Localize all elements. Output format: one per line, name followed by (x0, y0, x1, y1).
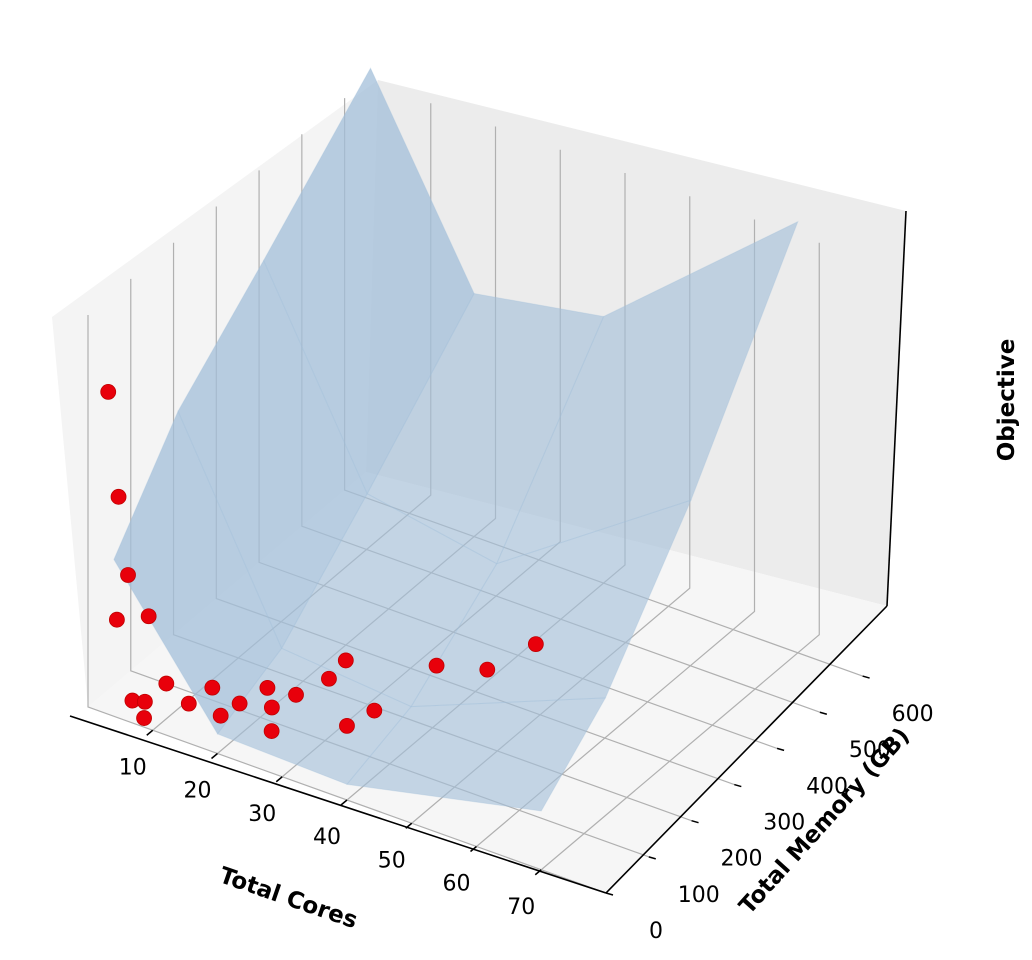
x-tick-label: 30 (248, 802, 276, 827)
x-tick-mark (340, 799, 348, 806)
scatter-point (288, 686, 304, 703)
scatter-point (527, 636, 544, 653)
z-axis-title: Objective (994, 339, 1020, 462)
scatter-point (321, 670, 337, 687)
scatter-point (180, 695, 197, 712)
y-grid-line (87, 315, 607, 894)
y-tick-mark (862, 675, 870, 679)
y-tick-label: 600 (892, 702, 934, 727)
scatter-point (120, 567, 136, 583)
x-tick-label: 50 (378, 848, 406, 873)
scatter-point (231, 695, 248, 712)
surface-patch (495, 220, 799, 565)
x-tick-mark (211, 752, 218, 760)
x-grid-line (476, 219, 756, 847)
x-tick-mark (146, 729, 154, 736)
scatter-point (100, 384, 117, 400)
scatter-point (158, 675, 175, 692)
scatter-point (339, 717, 355, 734)
scatter-point (263, 723, 280, 739)
scatter-point (366, 702, 383, 719)
scatter-point (263, 699, 280, 716)
x-tick-label: 10 (119, 755, 147, 780)
x-tick-label: 60 (443, 872, 471, 897)
scatter-point (108, 611, 125, 628)
scatter-point (140, 608, 157, 625)
y-tick-mark (648, 856, 656, 860)
scatter-point (428, 657, 445, 674)
x-tick-label: 20 (184, 779, 212, 804)
y-tick-mark (734, 783, 742, 788)
y-tick-label: 500 (849, 738, 891, 763)
scatter-point (337, 652, 354, 669)
scatter-point (204, 679, 221, 696)
x-tick-mark (275, 776, 283, 783)
x-tick-label: 40 (313, 825, 341, 850)
y-tick-mark (691, 819, 699, 824)
y-axis-line (605, 605, 888, 894)
scatter-point (136, 710, 152, 726)
scatter-points (100, 384, 544, 739)
y-tick-label: 300 (763, 811, 805, 836)
x-ticks: 10 20 30 40 50 60 70 (119, 729, 542, 920)
x-tick-mark (534, 869, 542, 876)
x-axis-line (69, 715, 607, 894)
y-tick-mark (605, 892, 614, 896)
scatter-point (259, 679, 276, 696)
scatter-point (110, 488, 127, 505)
x-axis-title: Total Cores (216, 863, 361, 935)
y-tick-label: 100 (678, 883, 720, 908)
z-axis-line (886, 210, 907, 607)
x-tick-label: 70 (507, 895, 535, 920)
scatter-point (212, 707, 229, 724)
y-tick-label: 0 (649, 919, 663, 944)
x-tick-mark (405, 822, 413, 829)
scatter-point (136, 693, 153, 710)
axes (69, 210, 907, 894)
x-grid-line (540, 242, 820, 871)
y-tick-label: 200 (721, 847, 763, 872)
y-tick-mark (776, 747, 785, 752)
y-axis-title: Total Memory (GB) (735, 723, 915, 919)
y-tick-mark (819, 711, 828, 715)
scatter-point (479, 661, 496, 678)
y-tick-label: 400 (806, 774, 848, 799)
x-tick-mark (470, 845, 477, 853)
